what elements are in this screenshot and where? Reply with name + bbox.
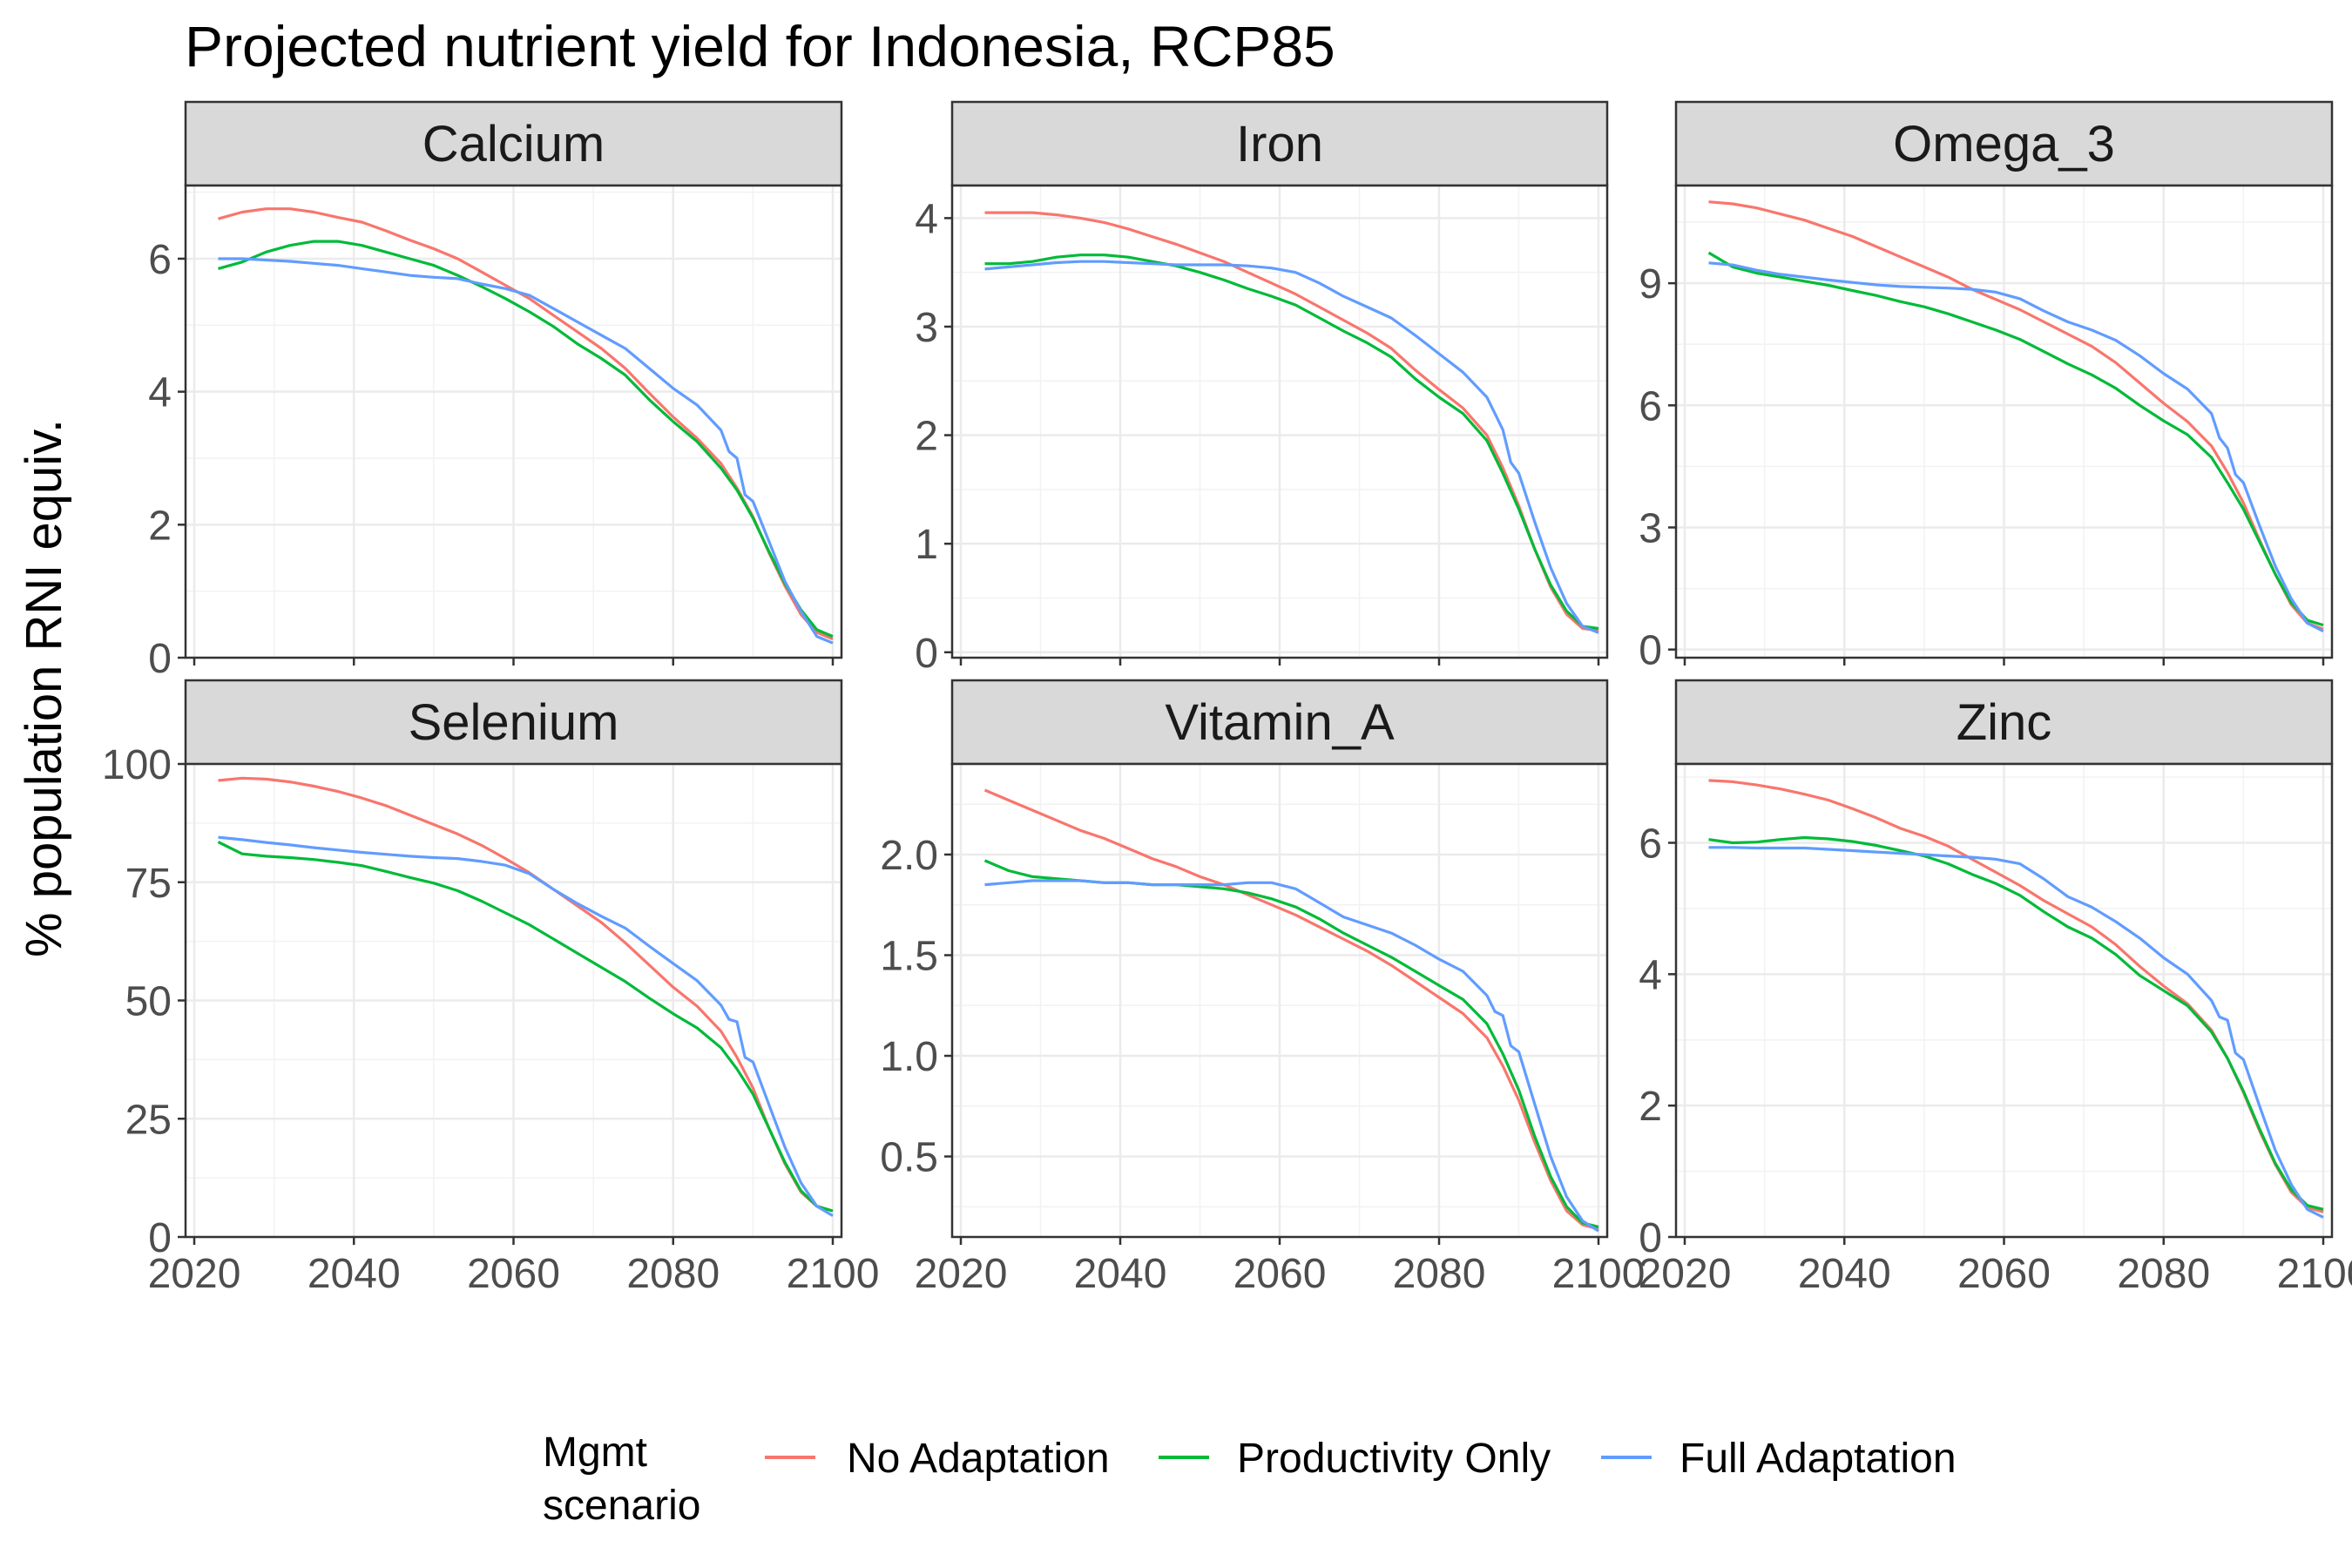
x-tick-label: 2040: [1074, 1251, 1167, 1297]
y-tick-label: 0: [1639, 1215, 1662, 1261]
series-line-full-adaptation-omega-3: [1708, 261, 2324, 633]
x-tick-label: 2060: [1957, 1251, 2051, 1297]
y-tick-label: 50: [125, 979, 172, 1025]
x-tick-label: 2040: [308, 1251, 401, 1297]
x-tick-label: 2100: [1552, 1251, 1646, 1297]
y-tick-label: 6: [1639, 821, 1662, 868]
y-tick-label: 0: [148, 636, 172, 682]
y-tick-label: 25: [125, 1097, 172, 1143]
strip-iron: [950, 100, 1609, 187]
y-axis-title: % population RNI equiv.: [16, 419, 72, 957]
strip-label-vitamin-a: Vitamin_A: [1165, 694, 1395, 751]
y-tick-label: 4: [915, 196, 938, 242]
y-tick-label: 2: [915, 414, 938, 460]
y-tick-label: 100: [102, 742, 172, 788]
strip-calcium: [184, 100, 843, 187]
y-tick-label: 75: [125, 861, 172, 907]
strip-label-iron: Iron: [1236, 116, 1323, 172]
y-tick-label: 3: [915, 305, 938, 351]
series-line-productivity-only-iron: [984, 253, 1599, 630]
series-line-productivity-only-omega-3: [1707, 251, 2324, 627]
x-tick-label: 2080: [2117, 1251, 2210, 1297]
panel-selenium: Selenium 0 25 50 75 100 2020 2040 2060 2080 2100: [102, 679, 880, 1297]
x-tick-label: 2020: [1639, 1251, 1732, 1297]
y-tick-label: 0: [1639, 628, 1662, 674]
y-tick-label: 9: [1639, 261, 1662, 308]
legend-title-line-2: scenario: [543, 1483, 700, 1529]
strip-omega-3: [1674, 100, 2334, 187]
series-line-full-adaptation-zinc: [1708, 846, 2324, 1219]
series-line-productivity-only-selenium: [217, 841, 834, 1213]
y-tick-label: 0: [148, 1215, 172, 1261]
strip-label-omega-3: Omega_3: [1893, 116, 2115, 172]
strip-vitamin-a: [950, 679, 1609, 766]
facet-panels: Calcium 0 2 4 6 Iron 0 1 2 3 4 Omega_3 0 3 6 9 Selenium 0…: [102, 100, 2352, 1297]
legend-label-no-adaptation: No Adaptation: [847, 1436, 1110, 1482]
x-tick-label: 2020: [148, 1251, 241, 1297]
y-tick-label: 2: [148, 503, 172, 549]
legend-title-line-1: Mgmt: [543, 1429, 647, 1476]
y-tick-label: 1.0: [880, 1034, 938, 1080]
series-line-full-adaptation-iron: [984, 260, 1599, 634]
x-tick-label: 2020: [915, 1251, 1008, 1297]
y-tick-label: 1.5: [880, 934, 938, 980]
panel-calcium: Calcium 0 2 4 6: [148, 100, 843, 682]
chart-title: Projected nutrient yield for Indonesia, …: [185, 14, 1335, 78]
y-tick-label: 0: [915, 631, 938, 677]
y-tick-label: 2: [1639, 1084, 1662, 1130]
series-line-productivity-only-zinc: [1708, 835, 2324, 1211]
panel-zinc: Zinc 0 2 4 6 2020 2040 2060 2080 2100: [1639, 679, 2352, 1297]
y-tick-label: 4: [1639, 952, 1662, 998]
panel-vitamin-a: Vitamin_A 0.5 1.0 1.5 2.0 2020 2040 2060 2080 210…: [880, 679, 1646, 1297]
series-line-no-adaptation-omega-3: [1708, 200, 2324, 631]
x-tick-label: 2040: [1798, 1251, 1891, 1297]
y-tick-label: 4: [148, 370, 172, 416]
y-tick-label: 6: [148, 237, 172, 283]
panel-iron: Iron 0 1 2 3 4: [915, 100, 1609, 677]
y-tick-label: 1: [915, 522, 938, 568]
legend: Mgmt scenario No Adaptation Productivity…: [543, 1429, 1957, 1529]
x-tick-label: 2080: [1393, 1251, 1486, 1297]
legend-label-productivity-only: Productivity Only: [1237, 1436, 1551, 1482]
x-tick-label: 2100: [787, 1251, 880, 1297]
series-line-full-adaptation-selenium: [218, 835, 834, 1217]
strip-label-selenium: Selenium: [409, 694, 619, 751]
strip-zinc: [1674, 679, 2334, 766]
series-line-productivity-only-calcium: [218, 240, 834, 639]
y-tick-label: 3: [1639, 505, 1662, 551]
series-line-full-adaptation-vitamin-a: [984, 879, 1599, 1233]
x-tick-label: 2080: [626, 1251, 720, 1297]
strip-label-zinc: Zinc: [1957, 694, 2052, 751]
series-line-no-adaptation-vitamin-a: [983, 788, 1599, 1231]
series-line-full-adaptation-calcium: [218, 257, 834, 645]
x-tick-label: 2060: [1233, 1251, 1327, 1297]
y-tick-label: 0.5: [880, 1135, 938, 1181]
legend-label-full-adaptation: Full Adaptation: [1680, 1436, 1957, 1482]
x-tick-label: 2060: [467, 1251, 560, 1297]
panel-omega-3: Omega_3 0 3 6 9: [1639, 100, 2334, 674]
y-tick-label: 6: [1639, 383, 1662, 429]
y-tick-label: 2.0: [880, 833, 938, 879]
strip-label-calcium: Calcium: [422, 116, 605, 172]
x-tick-label: 2100: [2277, 1251, 2352, 1297]
